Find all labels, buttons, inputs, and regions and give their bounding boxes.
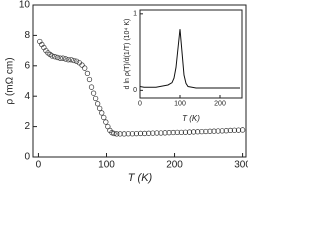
- data-point: [117, 131, 123, 137]
- data-point: [114, 131, 120, 137]
- data-point: [90, 90, 97, 96]
- x-axis-label: T (K): [182, 114, 200, 123]
- data-point: [235, 127, 242, 133]
- data-point: [133, 130, 140, 137]
- data-point: [150, 130, 156, 136]
- y-tick-label: 4: [24, 91, 30, 102]
- x-tick-label: 0: [36, 160, 42, 171]
- data-point: [203, 128, 209, 135]
- data-point: [207, 128, 213, 134]
- data-point: [182, 129, 189, 135]
- y-axis-label: d ln ρ(T)/d(1/T) (10⁴ K): [124, 19, 131, 90]
- data-point: [158, 130, 164, 136]
- data-point: [92, 95, 99, 102]
- data-point: [97, 105, 103, 112]
- x-axis-label: T (K): [128, 172, 153, 184]
- data-point: [174, 129, 180, 136]
- data-point: [231, 127, 238, 133]
- data-point: [125, 131, 131, 137]
- data-point: [166, 130, 172, 136]
- data-point: [68, 57, 74, 63]
- y-tick-label: 0: [133, 87, 137, 94]
- x-tick-label: 200: [214, 100, 226, 107]
- y-axis-label: ρ (mΩ cm): [5, 57, 16, 104]
- data-point: [54, 54, 61, 61]
- data-point: [103, 119, 109, 125]
- x-tick-label: 0: [138, 100, 142, 107]
- data-point: [223, 128, 229, 134]
- figure: 0 100 200 300 0 2 4 6 8 10 T (K) ρ (mΩ cm) 0 100 200 0 1…: [5, 0, 248, 184]
- data-point: [141, 130, 148, 137]
- data-point: [82, 65, 88, 71]
- data-point: [178, 129, 185, 136]
- y-tick-label: 0: [24, 152, 30, 163]
- y-tick-label: 10: [19, 0, 31, 11]
- data-line: [139, 29, 240, 89]
- data-point: [162, 130, 168, 136]
- data-point: [195, 129, 201, 135]
- data-point: [121, 131, 127, 137]
- y-tick-label: 2: [24, 121, 30, 132]
- data-point: [86, 76, 93, 83]
- data-point: [154, 130, 160, 136]
- data-point: [52, 54, 58, 60]
- y-tick-label: 1: [133, 11, 137, 18]
- data-point: [215, 128, 221, 134]
- data-point: [88, 84, 95, 90]
- data-point: [137, 130, 144, 137]
- data-point: [101, 114, 107, 121]
- data-point: [190, 129, 197, 135]
- data-point: [65, 57, 72, 63]
- data-point: [129, 131, 136, 137]
- data-point: [170, 129, 176, 136]
- data-point: [111, 130, 117, 137]
- data-point: [94, 101, 101, 107]
- data-point: [57, 55, 63, 61]
- x-tick-label: 100: [98, 160, 115, 171]
- data-point: [73, 58, 80, 64]
- data-point: [49, 53, 55, 59]
- data-point: [219, 128, 225, 134]
- data-point: [60, 55, 66, 61]
- data-point: [146, 130, 152, 136]
- plot-frame: [139, 9, 243, 99]
- x-tick-label: 100: [174, 100, 186, 107]
- data-point: [199, 128, 205, 135]
- x-tick-label: 200: [166, 160, 183, 171]
- data-point: [99, 110, 105, 116]
- data-point: [227, 127, 233, 134]
- data-point: [239, 127, 246, 133]
- data-point: [71, 57, 77, 64]
- data-point: [79, 62, 85, 68]
- data-point: [211, 128, 217, 134]
- y-tick-label: 8: [24, 30, 30, 41]
- data-point: [63, 56, 69, 62]
- data-point: [84, 70, 91, 77]
- data-point: [186, 129, 193, 135]
- y-tick-label: 6: [24, 60, 30, 71]
- x-tick-label: 300: [234, 160, 248, 171]
